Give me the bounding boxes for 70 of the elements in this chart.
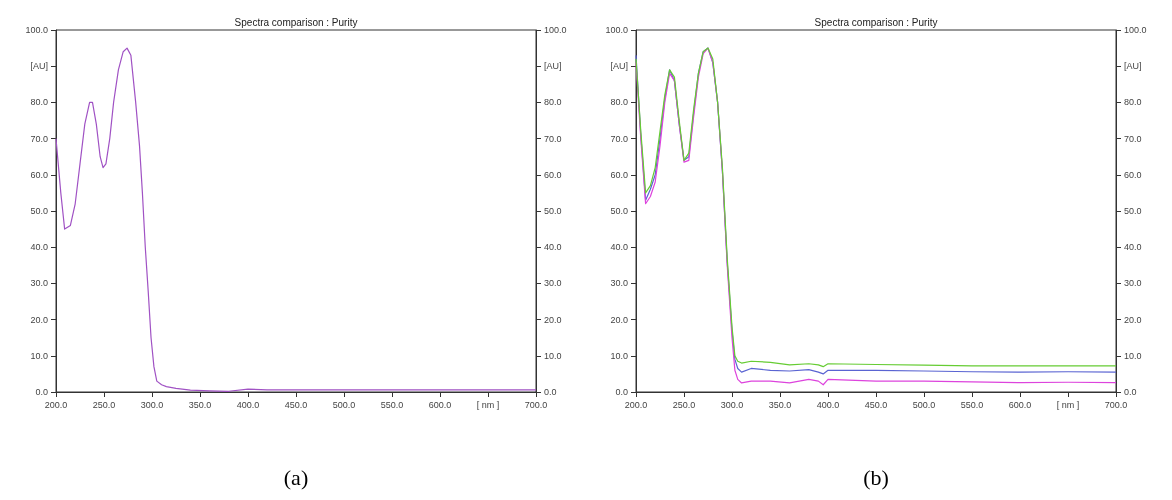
y2-tick-label: 80.0	[544, 97, 562, 108]
x-tick-label: 250.0	[672, 399, 696, 410]
y2-tick-label: 100.0	[544, 25, 567, 35]
x-tick-label: 400.0	[816, 399, 840, 410]
x-tick-label: 550.0	[960, 399, 984, 410]
chart-title: Spectra comparison : Purity	[814, 16, 938, 28]
y-tick-label: 80.0	[30, 97, 48, 108]
y-tick-label: 70.0	[30, 133, 48, 144]
y2-tick-label: 10.0	[544, 350, 562, 361]
x-tick-label: [ nm ]	[1056, 399, 1080, 410]
y-tick-label: 0.0	[615, 387, 628, 397]
y2-tick-label: 70.0	[544, 133, 562, 144]
x-tick-label: 600.0	[1008, 399, 1032, 410]
y-tick-label: 20.0	[610, 314, 628, 325]
y-tick-label: 30.0	[30, 278, 48, 289]
y-tick-label: [AU]	[30, 61, 48, 72]
y-tick-label: 50.0	[610, 206, 628, 216]
x-tick-label: 400.0	[236, 399, 260, 410]
y-tick-label: 100.0	[25, 25, 48, 35]
y2-tick-label: 30.0	[544, 278, 562, 289]
x-tick-label: 200.0	[624, 399, 648, 410]
y2-tick-label: 50.0	[544, 206, 562, 216]
y2-tick-label: 30.0	[1124, 278, 1142, 289]
y-tick-label: 70.0	[610, 133, 628, 144]
y-tick-label: 60.0	[30, 169, 48, 180]
x-tick-label: 450.0	[864, 399, 888, 410]
y2-tick-label: 10.0	[1124, 350, 1142, 361]
x-tick-label: 550.0	[380, 399, 404, 410]
y2-tick-label: 0.0	[1124, 387, 1137, 397]
y-tick-label: 60.0	[610, 169, 628, 180]
x-tick-label: 250.0	[92, 399, 116, 410]
y2-tick-label: 100.0	[1124, 25, 1147, 35]
y2-tick-label: 60.0	[1124, 169, 1142, 180]
text: (b)	[863, 464, 889, 490]
y-tick-label: 50.0	[30, 206, 48, 216]
y2-tick-label: 50.0	[1124, 206, 1142, 216]
y-tick-label: 30.0	[610, 278, 628, 289]
y2-tick-label: [AU]	[544, 61, 562, 72]
y-tick-label: 0.0	[35, 387, 48, 397]
y2-tick-label: 80.0	[1124, 97, 1142, 108]
y-tick-label: 100.0	[605, 25, 628, 35]
x-tick-label: 350.0	[188, 399, 212, 410]
x-tick-label: 500.0	[332, 399, 356, 410]
x-tick-label: 500.0	[912, 399, 936, 410]
x-tick-label: 300.0	[720, 399, 744, 410]
x-tick-label: 350.0	[768, 399, 792, 410]
y2-tick-label: 0.0	[544, 387, 557, 397]
y-tick-label: 80.0	[610, 97, 628, 108]
y2-tick-label: 40.0	[1124, 242, 1142, 253]
y2-tick-label: [AU]	[1124, 61, 1142, 72]
x-tick-label: 700.0	[1104, 399, 1128, 410]
x-tick-label: 300.0	[140, 399, 164, 410]
x-tick-label: 200.0	[44, 399, 68, 410]
y-tick-label: 40.0	[610, 242, 628, 253]
x-tick-label: 450.0	[284, 399, 308, 410]
chart-title: Spectra comparison : Purity	[234, 16, 358, 28]
y-tick-label: [AU]	[610, 61, 628, 72]
y-tick-label: 10.0	[30, 350, 48, 361]
y-tick-label: 20.0	[30, 314, 48, 325]
y2-tick-label: 20.0	[1124, 314, 1142, 325]
x-tick-label: 600.0	[428, 399, 452, 410]
x-tick-label: [ nm ]	[476, 399, 500, 410]
y2-tick-label: 20.0	[544, 314, 562, 325]
x-tick-label: 700.0	[524, 399, 548, 410]
y-tick-label: 40.0	[30, 242, 48, 253]
y-tick-label: 10.0	[610, 350, 628, 361]
text: (a)	[283, 464, 309, 490]
y2-tick-label: 40.0	[544, 242, 562, 253]
y2-tick-label: 60.0	[544, 169, 562, 180]
y2-tick-label: 70.0	[1124, 133, 1142, 144]
